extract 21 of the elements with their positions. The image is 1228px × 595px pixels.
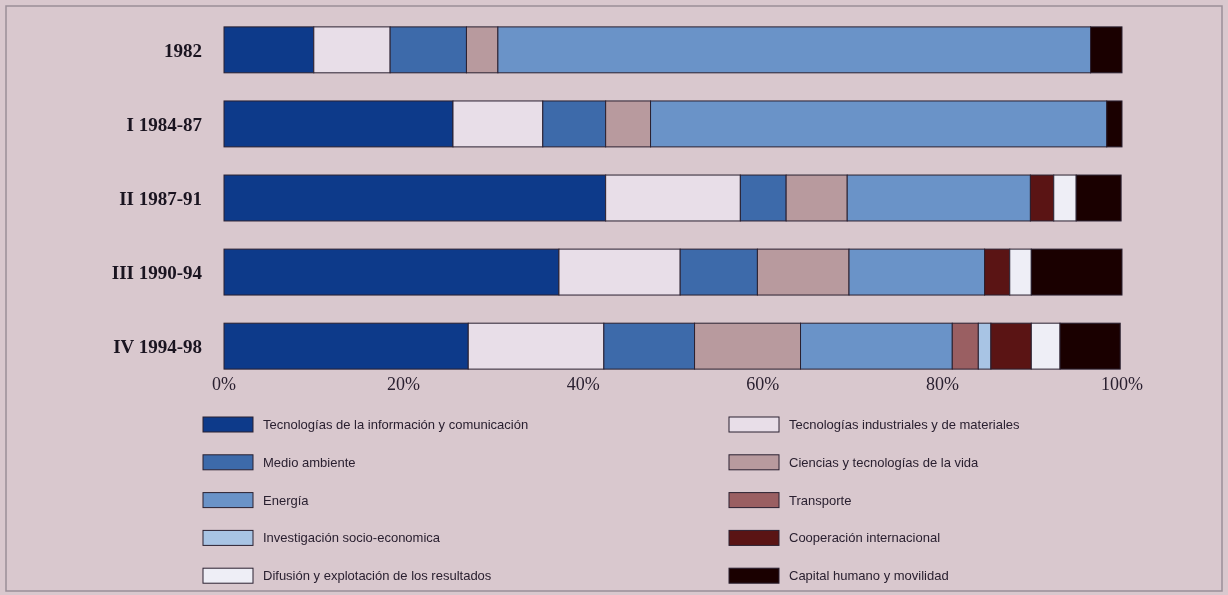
legend-label: Tecnologías industriales y de materiales	[789, 417, 1021, 432]
x-tick-label: 80%	[925, 374, 959, 394]
y-tick-label: II 1987-91	[119, 187, 202, 209]
legend-label: Transporte	[789, 492, 852, 508]
y-tick-label: 1982	[164, 39, 202, 61]
x-tick-label: 0%	[212, 374, 236, 394]
legend-label: Medio ambiente	[263, 454, 356, 470]
legend-label: Capital humano y movilidad	[789, 568, 949, 584]
legend-label: Tecnologías de la información y comunicación	[263, 417, 529, 432]
legend-label: Investigación socio-economica	[263, 530, 441, 546]
x-tick-label: 40%	[566, 374, 600, 394]
x-tick-label: 60%	[746, 374, 780, 394]
legend-label: Difusión y explotación de los resultados	[263, 568, 492, 584]
legend-label: Ciencias y tecnologías de la vida	[789, 454, 980, 470]
y-tick-label: IV 1994-98	[113, 335, 202, 357]
legend-label: Energía	[263, 492, 310, 508]
y-tick-label: I 1984-87	[126, 113, 203, 135]
x-tick-label: 100%	[1101, 374, 1143, 394]
x-tick-label: 20%	[387, 374, 421, 394]
legend-label: Cooperación internacional	[789, 530, 941, 546]
y-tick-label: III 1990-94	[111, 261, 203, 283]
